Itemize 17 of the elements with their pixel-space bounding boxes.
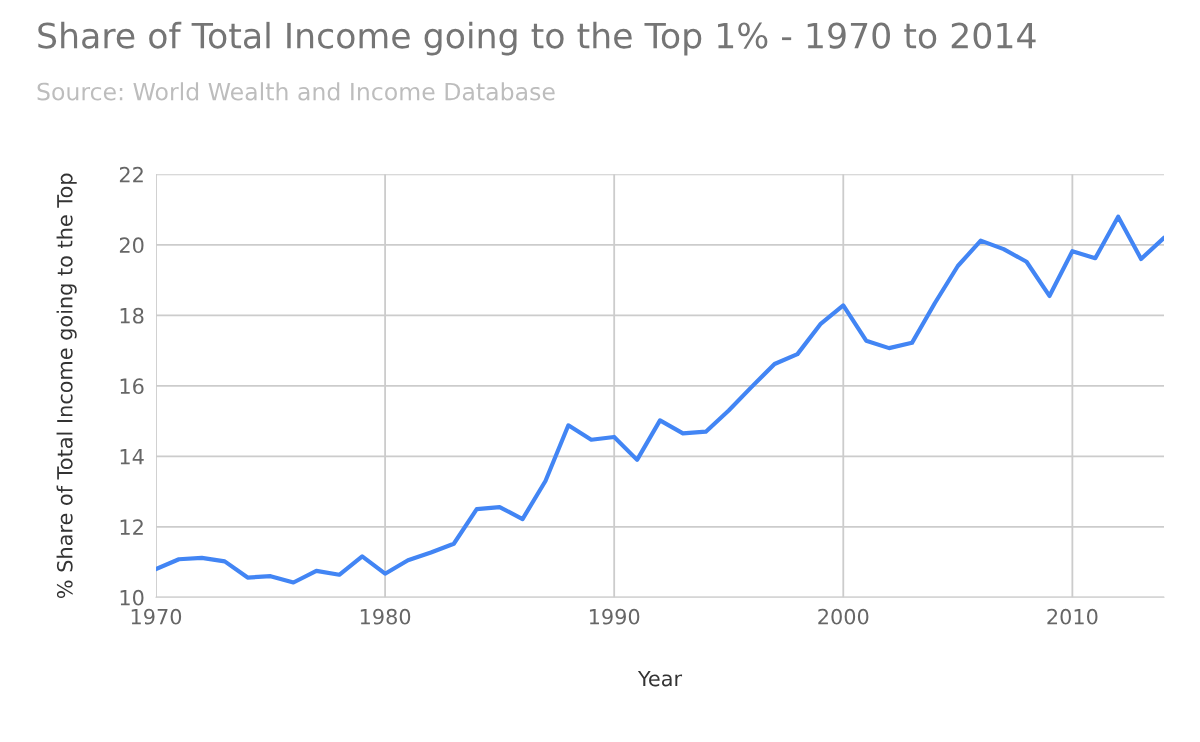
x-tick-label: 1990 — [589, 608, 640, 625]
y-tick-label: 12 — [120, 519, 143, 535]
y-axis-title: % Share of Total Income going to the Top — [56, 173, 77, 599]
y-tick-label: 14 — [120, 449, 144, 465]
x-tick-label: 1980 — [360, 608, 411, 625]
y-tick-label: 22 — [119, 166, 143, 183]
chart-title: Share of Total Income going to the Top 1% - 1970 to 2014 — [38, 21, 1036, 56]
x-axis-title: Year — [637, 670, 683, 687]
x-tick-label: 2000 — [818, 608, 869, 625]
chart-subtitle: Source: World Wealth and Income Database — [37, 82, 555, 101]
x-tick-label: 2010 — [1047, 608, 1098, 625]
y-tick-label: 10 — [120, 589, 144, 606]
y-tick-label: 20 — [119, 237, 144, 254]
y-tick-label: 18 — [120, 307, 144, 324]
x-tick-label: 1970 — [131, 608, 182, 625]
y-tick-label: 16 — [120, 378, 144, 395]
line-series — [156, 214, 1164, 585]
